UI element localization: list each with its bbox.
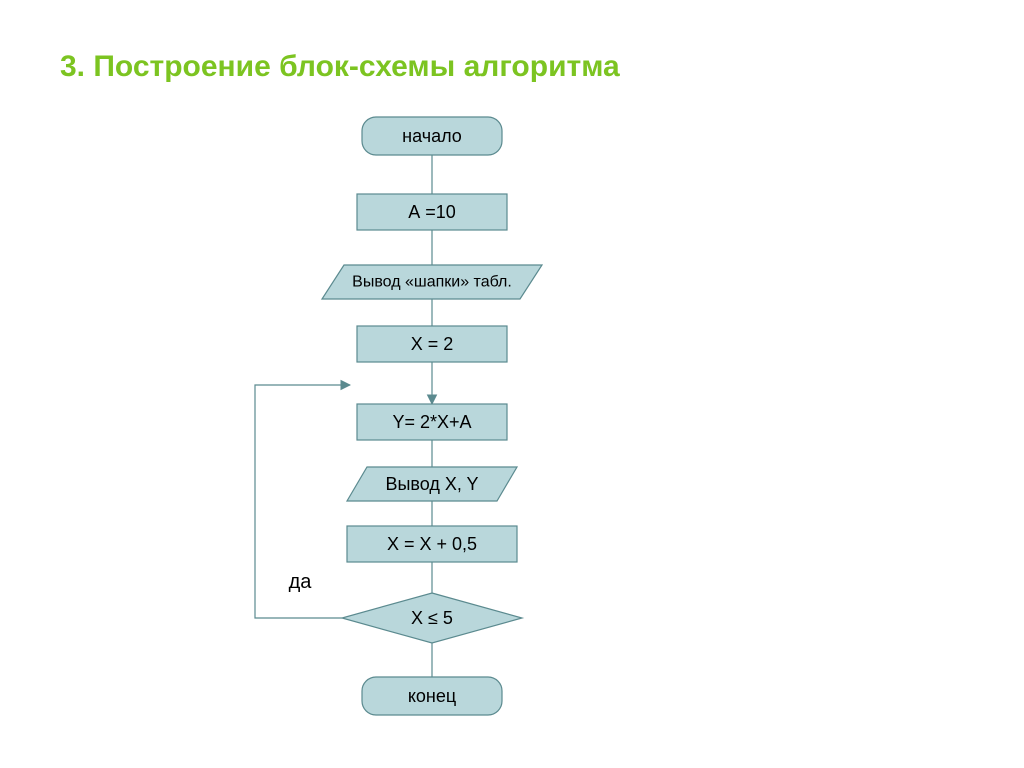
flowchart-canvas: да начало А =10 Вывод «шапки» табл. X = 2 Y= … bbox=[0, 0, 1024, 768]
flowchart-node-cond: X ≤ 5 bbox=[342, 593, 522, 643]
flowchart-node-a10: А =10 bbox=[357, 194, 507, 230]
edge-label: да bbox=[289, 571, 313, 593]
node-label: Вывод «шапки» табл. bbox=[352, 274, 512, 291]
node-label: начало bbox=[402, 126, 462, 146]
node-label: X ≤ 5 bbox=[411, 608, 453, 628]
node-label: X = X + 0,5 bbox=[387, 534, 477, 554]
flowchart-node-x2: X = 2 bbox=[357, 326, 507, 362]
flowchart-node-end: конец bbox=[362, 677, 502, 715]
page-title: 3. Построение блок-схемы алгоритма bbox=[60, 50, 620, 84]
flowchart-node-io2: Вывод X, Y bbox=[347, 467, 517, 501]
node-label: Y= 2*X+A bbox=[392, 412, 471, 432]
node-label: X = 2 bbox=[411, 334, 454, 354]
flowchart-node-start: начало bbox=[362, 117, 502, 155]
node-label: конец bbox=[408, 686, 456, 706]
flowchart-node-y: Y= 2*X+A bbox=[357, 404, 507, 440]
node-label: А =10 bbox=[408, 202, 456, 222]
flowchart-node-io1: Вывод «шапки» табл. bbox=[322, 265, 542, 299]
node-label: Вывод X, Y bbox=[385, 474, 478, 494]
flowchart-node-xinc: X = X + 0,5 bbox=[347, 526, 517, 562]
